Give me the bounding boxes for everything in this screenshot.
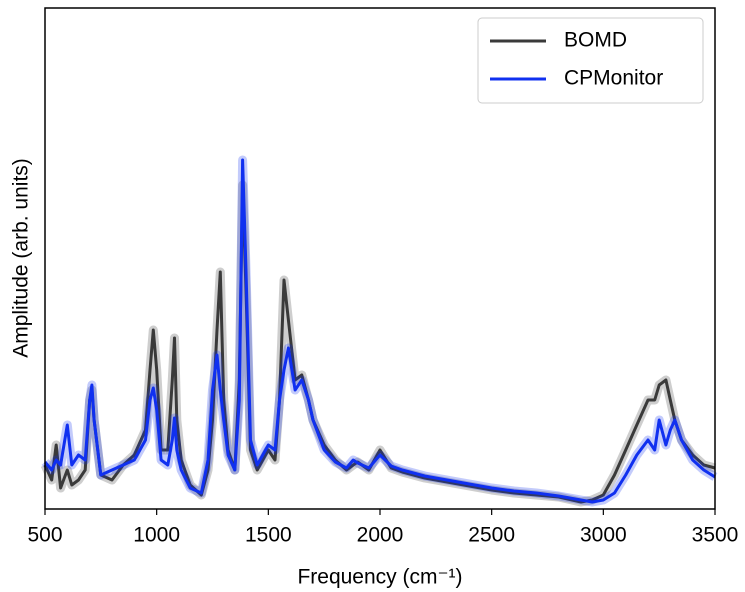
legend-box <box>477 17 704 104</box>
x-tick-label: 500 <box>27 524 62 547</box>
x-tick-label: 2500 <box>468 524 515 547</box>
legend-label: BOMD <box>564 29 627 52</box>
series-line <box>43 158 716 504</box>
legend-label: CPMonitor <box>564 67 663 90</box>
x-tick-label: 3500 <box>692 524 739 547</box>
x-axis-label: Frequency (cm⁻¹) <box>297 566 462 589</box>
y-axis-label: Amplitude (arb. units) <box>10 158 33 358</box>
series-band <box>41 155 718 507</box>
plot-frame <box>44 7 716 510</box>
x-tick-label: 3000 <box>580 524 627 547</box>
x-tick-label: 1000 <box>133 524 180 547</box>
x-tick-label: 2000 <box>357 524 404 547</box>
x-tick-label: 1500 <box>245 524 292 547</box>
